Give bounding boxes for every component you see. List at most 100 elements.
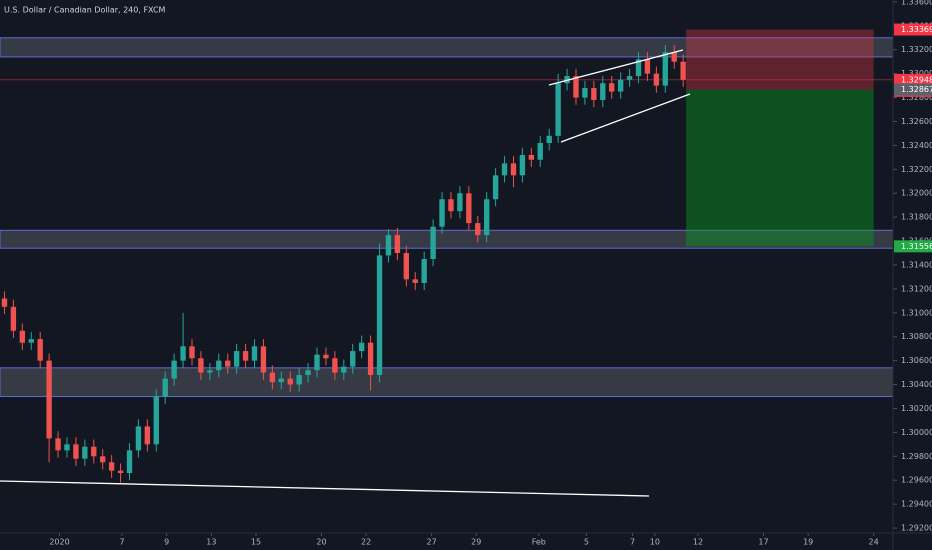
candle-body: [475, 223, 481, 236]
price-marker: [894, 240, 932, 253]
y-tick-label: 1.30000: [901, 428, 932, 437]
x-tick-label: 12: [693, 538, 703, 547]
candle-body: [600, 83, 606, 100]
y-tick-label: 1.30400: [901, 380, 932, 389]
x-tick-label: 17: [758, 538, 768, 547]
price-marker: [894, 83, 932, 96]
candle-body: [680, 61, 686, 80]
stop-loss-area: [686, 29, 874, 90]
candle-body: [510, 163, 517, 176]
candle-body: [555, 83, 561, 136]
y-tick-label: 1.32400: [901, 141, 932, 150]
candle-body: [269, 372, 276, 383]
axes: 1.336001.334001.332001.330001.328001.326…: [49, 0, 932, 547]
y-tick-label: 1.33600: [901, 0, 932, 6]
candle-body: [305, 370, 311, 375]
x-tick-label: 19: [803, 538, 813, 547]
candle-body: [153, 396, 159, 445]
candle-body: [358, 342, 365, 352]
price-marker-label: 1.32948: [901, 75, 932, 84]
y-tick-label: 1.29200: [901, 524, 932, 533]
candle-body: [385, 235, 392, 256]
y-tick-label: 1.30800: [901, 332, 932, 341]
price-marker: [894, 73, 932, 86]
y-tick-label: 1.33000: [901, 69, 932, 78]
candle-body: [367, 342, 374, 375]
candle-body: [251, 346, 258, 361]
y-tick-label: 1.29600: [901, 476, 932, 485]
candle-body: [403, 253, 409, 280]
x-tick-label: 9: [164, 538, 169, 547]
candle-body: [448, 199, 454, 212]
x-tick-label: 27: [427, 538, 437, 547]
y-tick-label: 1.29400: [901, 500, 932, 509]
trend-line: [0, 480, 650, 497]
candle-body: [19, 330, 26, 343]
chart-title: U.S. Dollar / Canadian Dollar, 240, FXCM: [4, 6, 166, 15]
x-tick-label: 2020: [49, 538, 69, 547]
candle-body: [1, 298, 8, 307]
candle-body: [412, 279, 418, 283]
x-tick-label: 22: [361, 538, 371, 547]
price-marker: [894, 23, 932, 36]
candle-body: [430, 226, 436, 260]
candle-body: [233, 351, 240, 367]
candle-body: [609, 83, 615, 92]
candle-body: [28, 339, 34, 343]
zones: [0, 29, 894, 398]
candle-body: [519, 154, 526, 176]
channel-upper: [548, 49, 684, 86]
candle-body: [582, 88, 588, 98]
candle-body: [189, 346, 195, 359]
candle-body: [198, 358, 204, 373]
candles: [1, 44, 686, 483]
x-tick-label: 13: [206, 538, 216, 547]
take-profit-area: [686, 89, 874, 247]
candle-body: [171, 360, 177, 379]
candle-body: [82, 446, 88, 459]
candle-body: [225, 360, 231, 367]
y-tick-label: 1.32200: [901, 165, 932, 174]
y-tick-label: 1.32800: [901, 93, 932, 102]
y-tick-label: 1.32600: [901, 117, 932, 126]
candle-body: [46, 360, 52, 439]
candle-body: [108, 462, 115, 471]
candle-body: [126, 450, 133, 474]
y-tick-label: 1.30200: [901, 404, 932, 413]
candle-body: [296, 374, 302, 385]
price-marker-label: 1.33369: [901, 25, 932, 34]
candle-body: [492, 175, 499, 200]
candle-body: [350, 351, 356, 367]
x-tick-label: 29: [471, 538, 481, 547]
x-tick-label: 5: [584, 538, 589, 547]
candle-body: [314, 354, 320, 371]
candle-body: [653, 73, 660, 86]
candle-body: [537, 143, 543, 160]
candle-body: [501, 163, 508, 176]
price-marker-label: 1.31556: [901, 242, 932, 251]
x-tick-label: 20: [316, 538, 326, 547]
candle-body: [278, 378, 284, 383]
candle-body: [484, 199, 490, 236]
candle-body: [207, 370, 213, 373]
candle-body: [617, 79, 624, 92]
candle-body: [644, 59, 651, 74]
candle-body: [626, 76, 633, 80]
y-tick-label: 1.33200: [901, 45, 932, 54]
price-marker-label: 1.32867: [901, 85, 932, 94]
candle-body: [64, 444, 70, 451]
y-tick-label: 1.32000: [901, 189, 932, 198]
candle-body: [37, 339, 43, 361]
candle-body: [671, 52, 677, 62]
x-tick-label: 24: [869, 538, 879, 547]
x-tick-label: Feb: [532, 538, 546, 547]
candle-body: [73, 444, 79, 459]
candle-body: [662, 52, 668, 86]
channel-lower: [560, 93, 691, 143]
y-tick-label: 1.31400: [901, 260, 932, 269]
y-tick-label: 1.29800: [901, 452, 932, 461]
candle-body: [591, 88, 597, 100]
